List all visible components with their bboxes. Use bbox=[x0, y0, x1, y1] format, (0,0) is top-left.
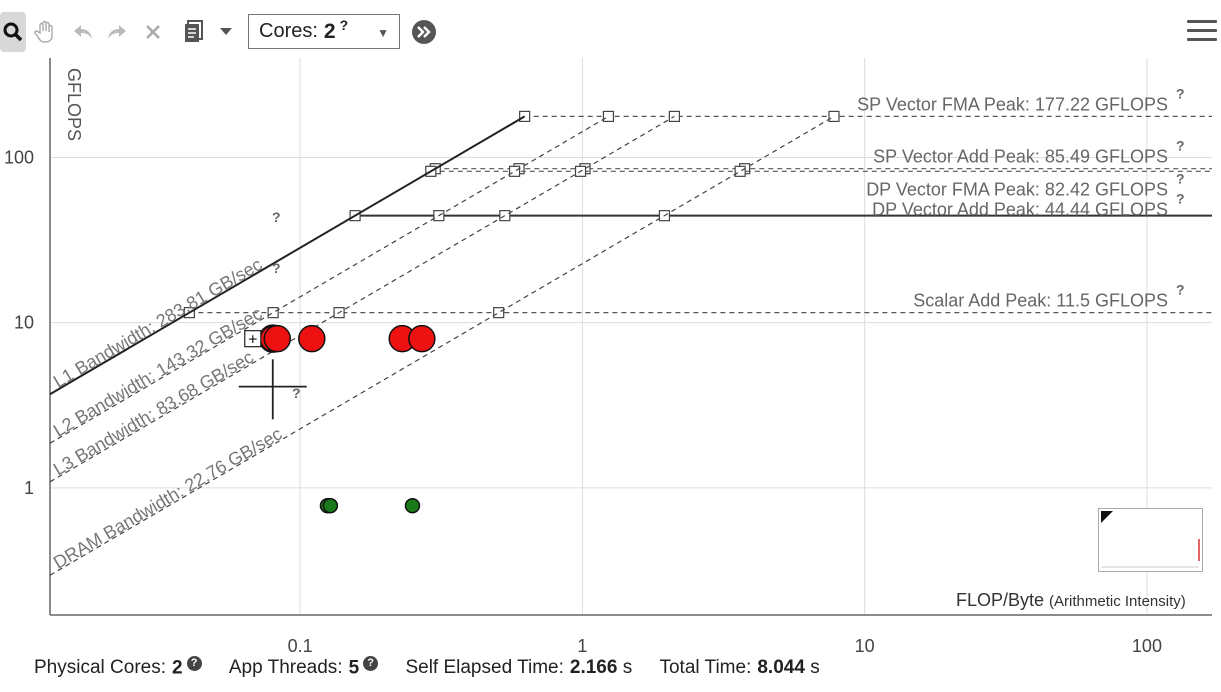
y-axis-label: GFLOPS bbox=[64, 68, 84, 141]
dropdown-icon[interactable] bbox=[216, 12, 236, 52]
intersection-marker bbox=[734, 165, 746, 177]
self-elapsed-time: Self Elapsed Time: 2.166 s bbox=[405, 657, 633, 679]
pan-hand-icon[interactable] bbox=[32, 12, 58, 52]
physical-cores: Physical Cores: 2? bbox=[34, 656, 202, 679]
x-tick-label: 0.1 bbox=[288, 636, 313, 656]
function-point[interactable] bbox=[322, 497, 339, 514]
axes: 0.1 1 10 100 1 10 100 bbox=[4, 58, 1212, 656]
help-icon[interactable]: ? bbox=[272, 260, 281, 276]
intersection-marker bbox=[828, 110, 840, 123]
roof-label: SP Vector Add Peak: 85.49 GFLOPS bbox=[873, 147, 1168, 167]
intersection-marker bbox=[508, 165, 521, 177]
cores-label: Cores: bbox=[259, 20, 318, 42]
help-icon[interactable]: ? bbox=[186, 656, 202, 671]
expand-icon[interactable] bbox=[410, 12, 438, 52]
data-points[interactable] bbox=[258, 324, 436, 514]
roof-label: Scalar Add Peak: 11.5 GFLOPS bbox=[913, 291, 1168, 311]
help-icon[interactable]: ? bbox=[1176, 138, 1185, 154]
plus-icon: + bbox=[248, 332, 257, 349]
help-icon[interactable]: ? bbox=[292, 385, 301, 401]
roof-label: DP Vector FMA Peak: 82.42 GFLOPS bbox=[866, 179, 1168, 199]
roof-label: DP Vector Add Peak: 44.44 GFLOPS bbox=[872, 200, 1168, 220]
export-icon[interactable] bbox=[180, 12, 208, 52]
intersection-marker bbox=[267, 307, 279, 319]
function-point[interactable] bbox=[404, 497, 421, 514]
bandwidth-line bbox=[49, 115, 835, 576]
loop-point[interactable] bbox=[263, 324, 292, 353]
y-tick-label: 1 bbox=[24, 478, 34, 498]
total-time: Total Time: 8.044 s bbox=[659, 657, 820, 679]
zoom-icon[interactable] bbox=[0, 12, 26, 52]
crosshair: + bbox=[238, 330, 307, 420]
loop-point[interactable] bbox=[408, 324, 436, 353]
chevron-down-icon: ▼ bbox=[377, 26, 389, 40]
expand-marker[interactable] bbox=[244, 330, 262, 348]
x-axis-label-sub: (Arithmetic Intensity) bbox=[1049, 593, 1186, 610]
help-icon[interactable]: ? bbox=[1176, 85, 1185, 101]
help-icon[interactable]: ? bbox=[1176, 282, 1185, 298]
toolbar: Cores: 2 ? ▼ bbox=[0, 12, 1221, 56]
cores-value: 2 bbox=[323, 19, 336, 43]
menu-icon[interactable] bbox=[1187, 20, 1217, 47]
intersection-marker bbox=[602, 110, 615, 123]
x-axis-label-main: FLOP/Byte bbox=[956, 590, 1044, 610]
redo-icon[interactable] bbox=[104, 12, 130, 52]
y-tick-label: 10 bbox=[14, 313, 34, 333]
x-tick-label: 10 bbox=[855, 636, 875, 656]
help-icon[interactable]: ? bbox=[1176, 170, 1185, 186]
x-tick-label: 1 bbox=[577, 636, 587, 656]
bandwidth-line bbox=[49, 115, 675, 483]
help-icon[interactable]: ? bbox=[1176, 191, 1185, 207]
undo-icon[interactable] bbox=[70, 12, 96, 52]
x-tick-label: 100 bbox=[1132, 636, 1162, 656]
close-icon[interactable] bbox=[140, 12, 166, 52]
roof-label: SP Vector FMA Peak: 177.22 GFLOPS bbox=[857, 94, 1168, 114]
cores-select[interactable]: Cores: 2 ? ▼ bbox=[248, 14, 400, 49]
status-bar: Physical Cores: 2? App Threads: 5? Self El… bbox=[34, 656, 842, 679]
help-icon[interactable]: ? bbox=[363, 656, 379, 671]
intersection-marker bbox=[493, 307, 505, 319]
help-icon[interactable]: ? bbox=[339, 16, 349, 33]
x-axis-label: FLOP/Byte (Arithmetic Intensity) bbox=[956, 590, 1186, 610]
help-icon[interactable]: ? bbox=[272, 209, 281, 225]
y-tick-label: 100 bbox=[4, 147, 34, 167]
roof-lines: SP Vector FMA Peak: 177.22 GFLOPS? SP Vec… bbox=[183, 85, 1212, 319]
app-threads: App Threads: 5? bbox=[229, 656, 379, 679]
minimap[interactable] bbox=[1098, 508, 1203, 572]
bandwidth-line bbox=[49, 115, 526, 396]
loop-point[interactable] bbox=[298, 324, 326, 353]
